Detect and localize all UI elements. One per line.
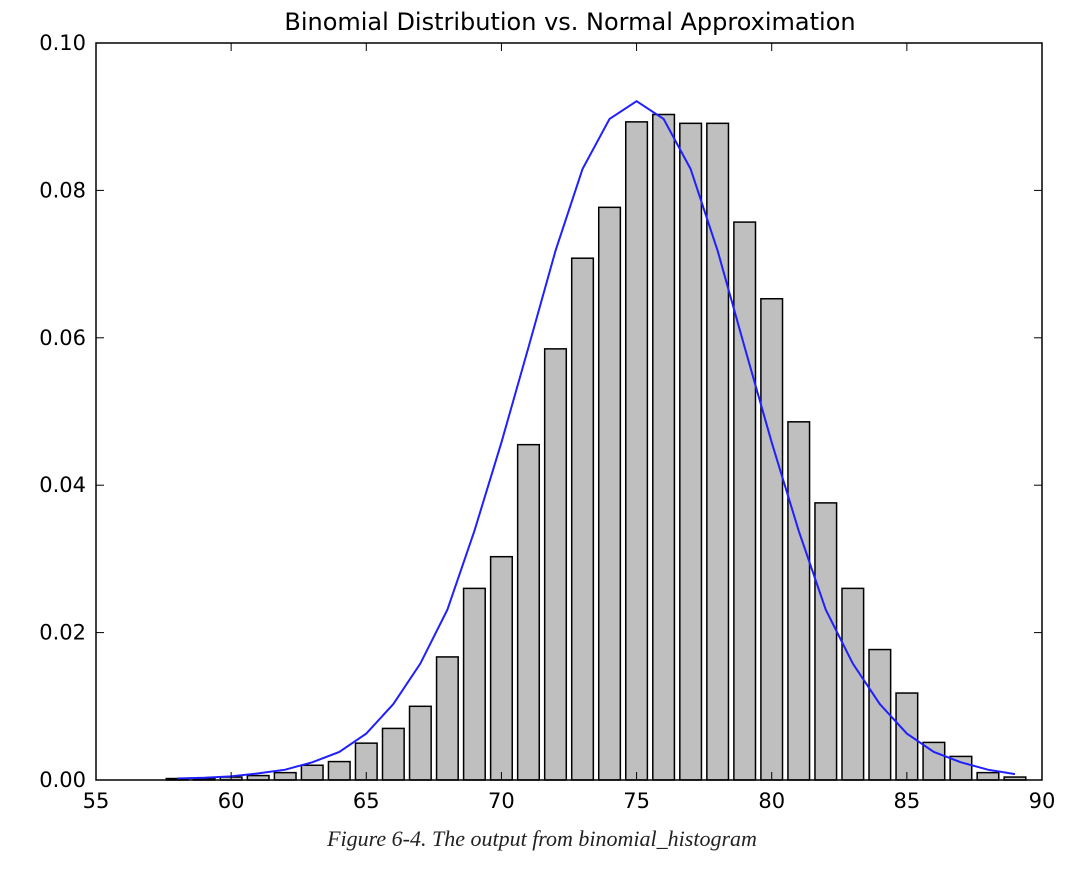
y-tick-label: 0.02 — [39, 621, 86, 645]
histogram-bar — [570, 257, 595, 781]
histogram-bar — [489, 555, 513, 781]
x-tick-label: 70 — [488, 789, 515, 813]
histogram-bar — [787, 421, 811, 781]
histogram-bar — [516, 443, 541, 781]
y-tick-label: 0.10 — [39, 31, 86, 55]
histogram-bar — [381, 727, 405, 781]
histogram-bar — [543, 348, 568, 781]
y-tick-label: 0.00 — [39, 768, 86, 792]
chart-title: Binomial Distribution vs. Normal Approxi… — [284, 8, 855, 36]
histogram-bar — [706, 122, 730, 781]
histogram-bar — [895, 692, 919, 781]
y-tick-label: 0.04 — [39, 473, 86, 497]
x-tick-label: 80 — [758, 789, 785, 813]
y-tick-label: 0.06 — [39, 326, 86, 350]
histogram-bar — [760, 297, 784, 781]
histogram-bar — [408, 705, 432, 781]
line-layer — [177, 100, 1016, 780]
histogram-bar — [976, 771, 1000, 781]
x-tick-label: 65 — [353, 789, 380, 813]
histogram-bar — [679, 122, 703, 781]
x-tick-label: 75 — [623, 789, 650, 813]
normal-approximation-line — [177, 100, 1016, 780]
histogram-bar — [868, 648, 892, 781]
histogram-bar — [300, 764, 324, 781]
histogram-bar — [841, 587, 865, 781]
x-tick-label: 55 — [83, 789, 110, 813]
y-tick-label: 0.08 — [39, 178, 86, 202]
histogram-bar — [435, 656, 459, 781]
plot-frame — [95, 42, 1043, 781]
ticks-layer: 55 60 65 70 75 80 85 90 0.00 0.02 0.04 0.06 0.08 0.10 — [39, 31, 1055, 813]
x-tick-label: 90 — [1029, 789, 1056, 813]
histogram-bar — [327, 760, 351, 781]
x-tick-label: 60 — [218, 789, 245, 813]
histogram-bar — [814, 502, 838, 781]
histogram-bar — [652, 113, 676, 781]
histogram-bar — [922, 741, 946, 781]
histogram-bar — [273, 771, 297, 781]
histogram-bar — [733, 221, 757, 781]
x-tick-label: 85 — [893, 789, 920, 813]
histogram-bar — [462, 587, 486, 781]
histogram-bar — [625, 121, 649, 781]
figure-caption: Figure 6-4. The output from binomial_his… — [327, 826, 757, 851]
bars-layer — [165, 113, 1027, 781]
histogram-bar — [597, 206, 622, 781]
